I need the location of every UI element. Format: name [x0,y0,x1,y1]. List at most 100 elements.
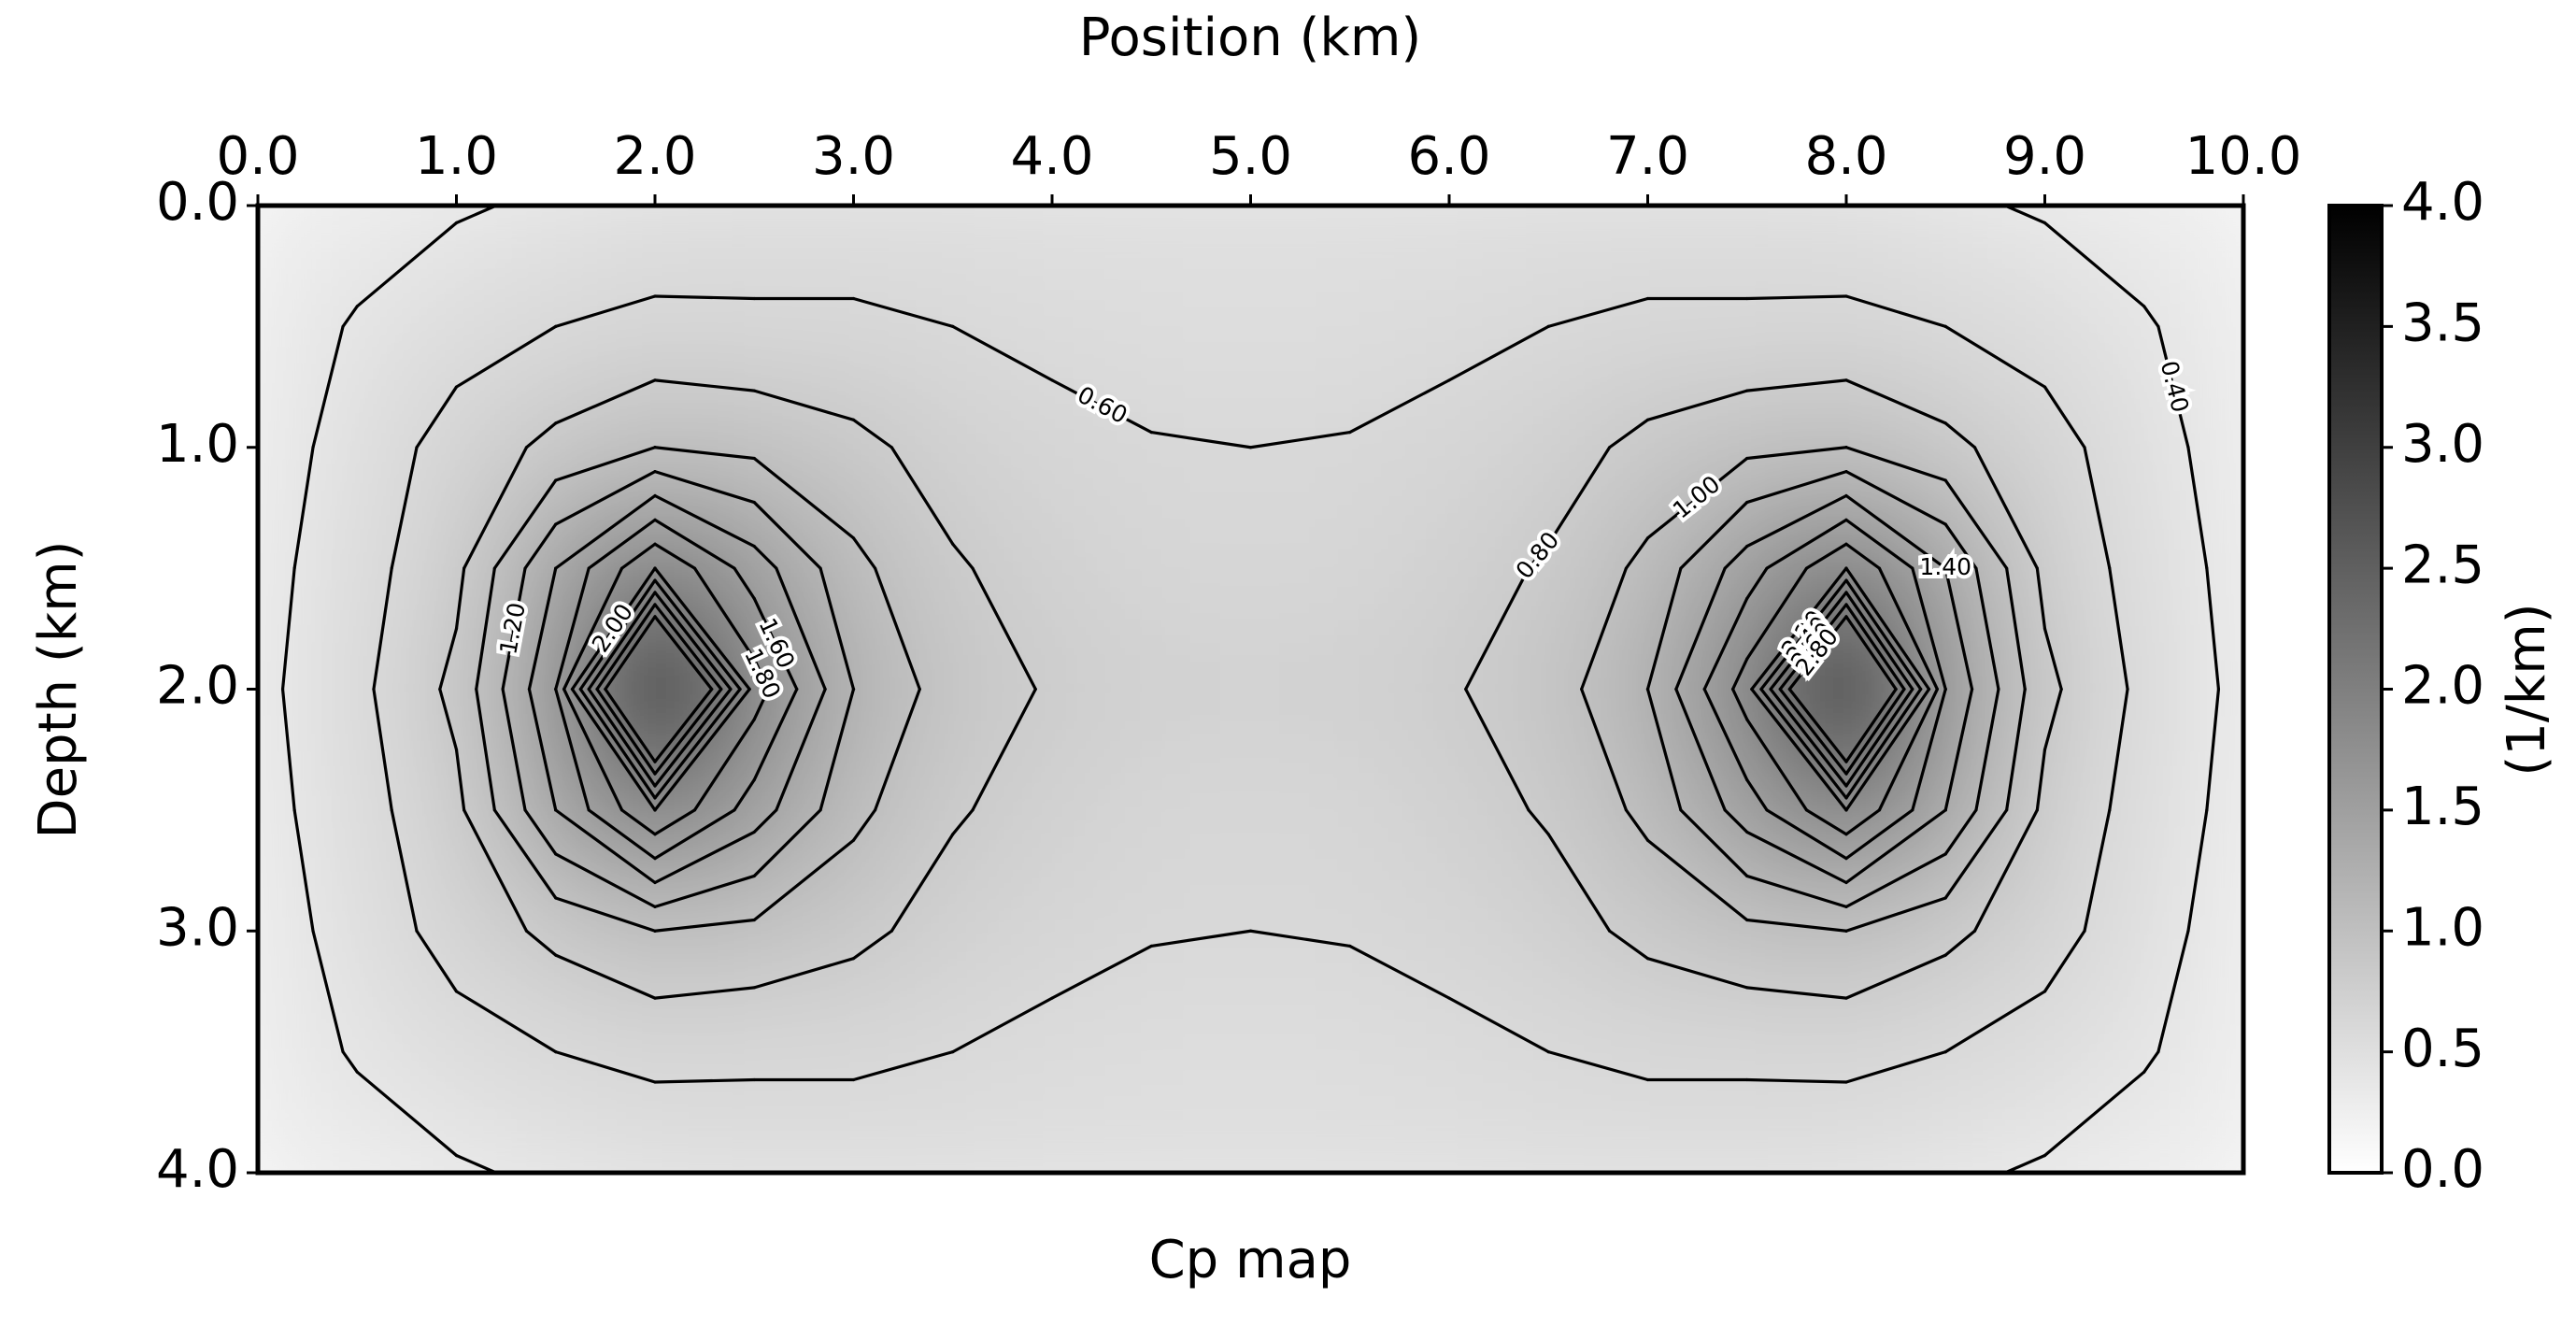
contour-line [2142,1050,2160,1074]
heat-cell [2192,869,2243,992]
contour-line [1546,1050,1650,1082]
contour-line [2042,385,2086,449]
contour-line [733,777,756,812]
heat-cell [406,506,507,630]
heat-cell [258,206,309,267]
contour-line [1787,687,1848,763]
heat-cell [1101,264,1203,389]
x-tick-label: 9.0 [2003,126,2086,187]
heat-cell [1597,264,1699,389]
heat-cell [505,869,606,992]
heat-cell [803,506,904,630]
contour-line [818,687,856,812]
heat-cell [2093,627,2195,751]
heat-cell [1696,990,1798,1114]
contour-line [752,545,778,570]
colorbar-tick-label: 3.0 [2401,414,2484,475]
heat-cell [1696,749,1798,872]
contour-line [2005,687,2027,812]
contour-line [1464,566,1530,692]
contour-line [415,385,459,449]
heat-cell [1200,1111,1302,1173]
contour-line [341,1050,359,1074]
heat-cell [2093,869,2195,992]
x-tick-label: 6.0 [1407,126,1490,187]
contour-line [1844,687,1906,776]
contour-line [1769,687,1848,788]
heat-cell [1001,990,1103,1114]
heat-cell [1200,990,1302,1114]
contour-line [1149,430,1253,449]
contour-line [653,687,714,763]
contour-line [554,446,657,482]
contour-line [1844,542,1882,570]
contour-line [454,990,558,1054]
heat-cell [1795,264,1898,389]
contour-line [2156,324,2190,449]
contour-line [604,615,657,692]
heat-cell [1299,386,1401,509]
contour-line [587,518,657,570]
contour-line [1972,808,2039,933]
contour-line [1149,929,1253,948]
contour-line [653,986,756,1000]
heat-cell [704,386,805,509]
heat-cell [1001,206,1103,267]
contour-line [1730,657,1749,692]
contour-line [873,687,921,812]
contour-line [851,536,877,570]
colorbar-tick-label: 1.0 [2401,897,2484,958]
heat-cell [902,627,1003,751]
contour-line [1759,578,1848,692]
heat-cell [1398,990,1501,1114]
contour-line [570,566,657,692]
heat-cell [1001,264,1103,389]
colorbar [2329,206,2382,1173]
contour-line [1911,566,1947,692]
heat-cell [306,627,408,751]
heat-cell [1696,869,1798,992]
contour-line [1447,324,1550,382]
contour-line [524,421,558,449]
contour-line [752,808,778,834]
heat-cell [1795,990,1898,1114]
contour-line [775,687,827,812]
contour-line [752,687,799,782]
heat-cell [704,206,805,267]
colorbar-axis: 0.0 0.5 1.0 1.5 2.0 2.5 3.0 3.5 4.0 [2382,172,2484,1200]
contour-line [578,578,657,692]
contour-line [653,542,697,570]
heat-cell [406,990,507,1114]
contour-line [454,1153,498,1173]
heat-cell [1398,1111,1501,1173]
contour-line [1844,687,1914,788]
contour-line [1844,953,1947,1000]
heat-cell [1398,627,1501,751]
contour-line [1943,929,1977,957]
contour-line [1844,378,1947,425]
heat-cell [406,627,507,751]
contour-line [1745,986,1848,1000]
contour-line [1943,808,1978,856]
heat-cell [306,386,408,509]
contour-line [311,929,345,1054]
contour-line [1624,808,1650,842]
contour-line [1844,896,1947,933]
contour-line [1702,687,1749,782]
contour-line [733,566,756,601]
contour-line [2142,305,2160,328]
heat-cell [1597,990,1699,1114]
heat-cell [803,264,904,389]
contour-line [2205,687,2221,812]
contour-line [1745,874,1848,908]
contour-line [653,1077,756,1084]
contour-line [1348,378,1451,435]
contour-line [1546,833,1612,933]
heat-cell [1299,264,1401,389]
contour-line [390,446,419,570]
contour-line [595,687,657,776]
x-tick-label: 10.0 [2185,126,2302,187]
heat-cell [1299,749,1401,872]
heat-cell [306,206,408,267]
heat-cell [704,264,805,389]
